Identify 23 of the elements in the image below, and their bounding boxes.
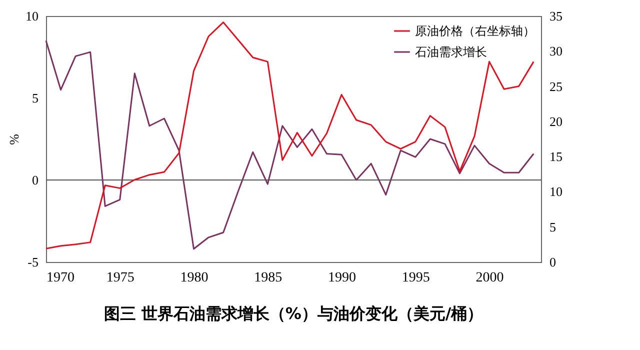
y2-tick-label: 20	[550, 114, 562, 129]
y2-tick-label: 35	[550, 8, 562, 24]
x-tick-label: 1970	[46, 270, 74, 286]
y2-tick-label: 30	[550, 44, 562, 59]
x-tick-label: 1990	[328, 270, 356, 286]
y-tick-label: 5	[32, 90, 38, 106]
y2-tick-label: 15	[550, 149, 562, 164]
y-axis-title: %	[6, 134, 22, 145]
y2-tick-label: 0	[550, 254, 556, 270]
y-tick-label: 0	[32, 172, 38, 188]
legend-label: 原油价格（右坐标轴）	[415, 24, 535, 38]
text: 图三 世界石油需求增长（%）与油价变化（美元/桶）	[104, 304, 484, 323]
legend-label: 石油需求增长	[415, 45, 487, 59]
y2-tick-label: 5	[550, 219, 556, 234]
y-tick-label: 10	[26, 8, 38, 24]
x-tick-label: 1975	[106, 270, 134, 286]
x-tick-label: 2000	[476, 270, 504, 286]
x-tick-label: 1995	[402, 270, 430, 286]
y2-tick-label: 25	[550, 78, 562, 94]
y-tick-label: -5	[28, 254, 38, 270]
y2-tick-label: 10	[550, 184, 562, 200]
x-tick-label: 1985	[254, 270, 282, 286]
x-tick-label: 1980	[180, 270, 208, 286]
